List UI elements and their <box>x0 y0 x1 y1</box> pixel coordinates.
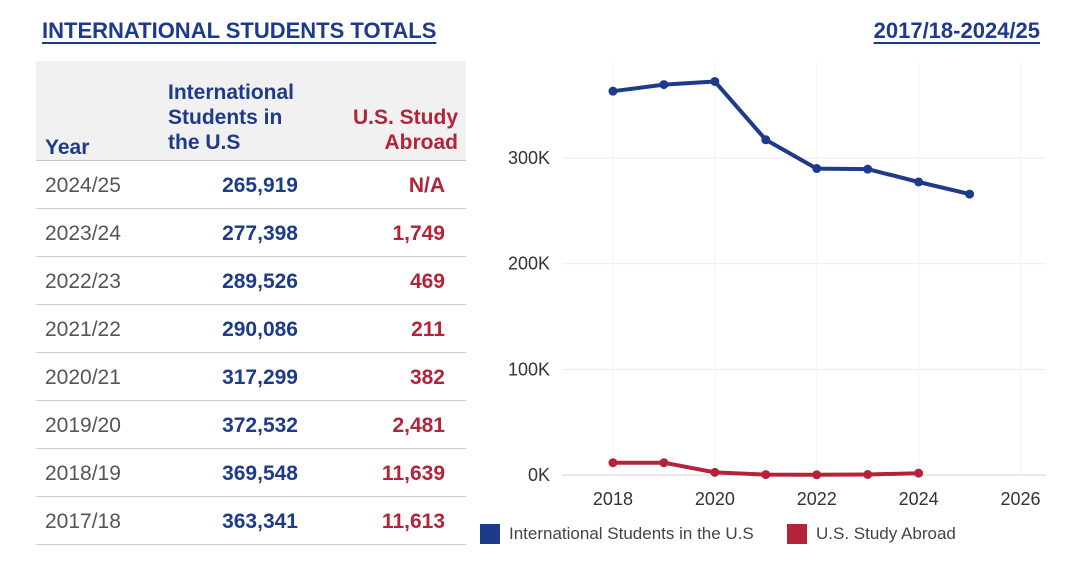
table-row: 2021/22 290,086 211 <box>36 305 466 353</box>
x-tick-label: 2024 <box>899 489 939 509</box>
cell-year: 2017/18 <box>45 510 121 533</box>
cell-abroad: 1,749 <box>392 222 445 245</box>
series-line-0 <box>610 79 972 197</box>
table-row: 2017/18 363,341 11,613 <box>36 497 466 545</box>
table-row: 2022/23 289,526 469 <box>36 257 466 305</box>
data-point <box>812 470 822 480</box>
totals-table: Year International Students in the U.S U… <box>36 61 466 545</box>
table-row: 2024/25 265,919 N/A <box>36 161 466 209</box>
data-point <box>761 135 771 145</box>
table-row: 2023/24 277,398 1,749 <box>36 209 466 257</box>
date-range: 2017/18-2024/25 <box>873 18 1040 43</box>
y-tick-label: 100K <box>508 359 550 379</box>
cell-year: 2018/19 <box>45 462 121 485</box>
cell-year: 2020/21 <box>45 366 121 389</box>
data-point <box>608 458 618 468</box>
y-tick-label: 0K <box>528 465 550 485</box>
y-tick-label: 300K <box>508 148 550 168</box>
data-point <box>710 76 720 86</box>
cell-year: 2022/23 <box>45 270 121 293</box>
cell-intl: 369,548 <box>222 462 298 485</box>
table-row: 2020/21 317,299 382 <box>36 353 466 401</box>
table-header: Year International Students in the U.S U… <box>36 61 466 161</box>
data-point <box>761 470 771 480</box>
cell-intl: 363,341 <box>222 510 298 533</box>
cell-year: 2019/20 <box>45 414 121 437</box>
cell-year: 2021/22 <box>45 318 121 341</box>
table-row: 2019/20 372,532 2,481 <box>36 401 466 449</box>
table-row: 2018/19 369,548 11,639 <box>36 449 466 497</box>
legend-label: International Students in the U.S <box>509 524 754 543</box>
legend-swatch-red <box>787 524 807 544</box>
data-point <box>659 458 669 468</box>
data-point <box>863 470 873 480</box>
data-point <box>812 164 822 174</box>
cell-intl: 317,299 <box>222 366 298 389</box>
legend-item-study-abroad[interactable]: U.S. Study Abroad <box>787 524 956 544</box>
cell-abroad: 382 <box>409 366 445 389</box>
header-year: Year <box>45 136 90 159</box>
y-tick-label: 200K <box>508 254 550 274</box>
data-point <box>710 467 720 477</box>
header-international-students: International Students in the U.S <box>168 81 295 154</box>
data-point <box>914 468 924 478</box>
cell-intl: 289,526 <box>222 270 298 293</box>
data-point <box>965 189 975 199</box>
cell-year: 2024/25 <box>45 174 121 197</box>
line-chart: 0K 100K 200K 300K 2018 2020 2022 2024 2026 <box>508 63 1046 509</box>
cell-intl: 290,086 <box>222 318 298 341</box>
header-study-abroad: U.S. Study Abroad <box>352 106 458 154</box>
cell-abroad: 469 <box>409 270 445 293</box>
data-point <box>608 86 618 96</box>
cell-year: 2023/24 <box>45 222 121 245</box>
cell-abroad: N/A <box>408 174 445 197</box>
data-point <box>914 177 924 187</box>
cell-abroad: 11,639 <box>381 462 445 485</box>
x-tick-label: 2026 <box>1001 489 1041 509</box>
cell-abroad: 2,481 <box>392 414 445 437</box>
legend-item-international[interactable]: International Students in the U.S <box>480 524 754 544</box>
x-tick-label: 2018 <box>593 489 633 509</box>
x-tick-label: 2022 <box>797 489 837 509</box>
legend-swatch-navy <box>480 524 500 544</box>
data-point <box>659 80 669 90</box>
page-title: INTERNATIONAL STUDENTS TOTALS <box>42 18 437 43</box>
legend-label: U.S. Study Abroad <box>816 524 956 543</box>
cell-intl: 277,398 <box>222 222 298 245</box>
cell-intl: 265,919 <box>222 174 298 197</box>
cell-intl: 372,532 <box>222 414 298 437</box>
cell-abroad: 11,613 <box>381 510 445 533</box>
data-point <box>863 164 873 174</box>
x-tick-label: 2020 <box>695 489 735 509</box>
cell-abroad: 211 <box>411 318 445 341</box>
